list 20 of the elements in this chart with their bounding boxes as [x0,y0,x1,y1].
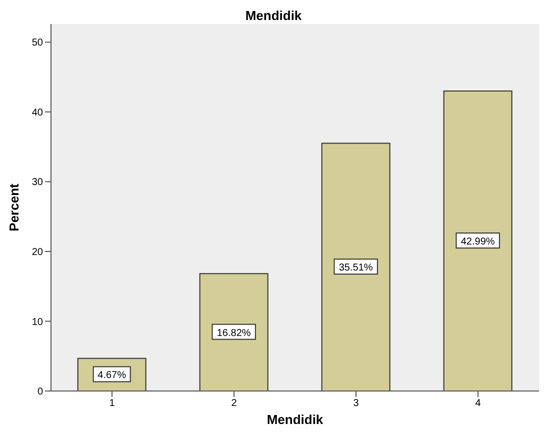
x-tick-label: 2 [231,398,238,410]
bar [321,142,390,391]
y-tick-label: 10 [32,316,44,328]
x-tick-label: 1 [109,398,116,410]
chart-title: Mendidik [244,8,303,24]
bar [443,90,512,391]
data-label: 35.51% [338,262,373,274]
y-axis-title: Percent [6,182,22,232]
y-tick-label: 40 [32,107,44,118]
y-tick-label: 20 [32,247,44,258]
data-label: 42.99% [460,236,495,248]
bar [199,273,268,391]
x-tick-label: 3 [353,398,360,410]
x-tick-label: 4 [475,398,482,410]
y-tick-label: 50 [32,38,44,49]
data-label: 4.67% [98,370,126,382]
y-tick-label: 0 [37,386,44,398]
data-label: 16.82% [216,328,251,339]
y-tick-label: 30 [32,177,44,188]
x-axis-title: Mendidik [266,412,324,427]
